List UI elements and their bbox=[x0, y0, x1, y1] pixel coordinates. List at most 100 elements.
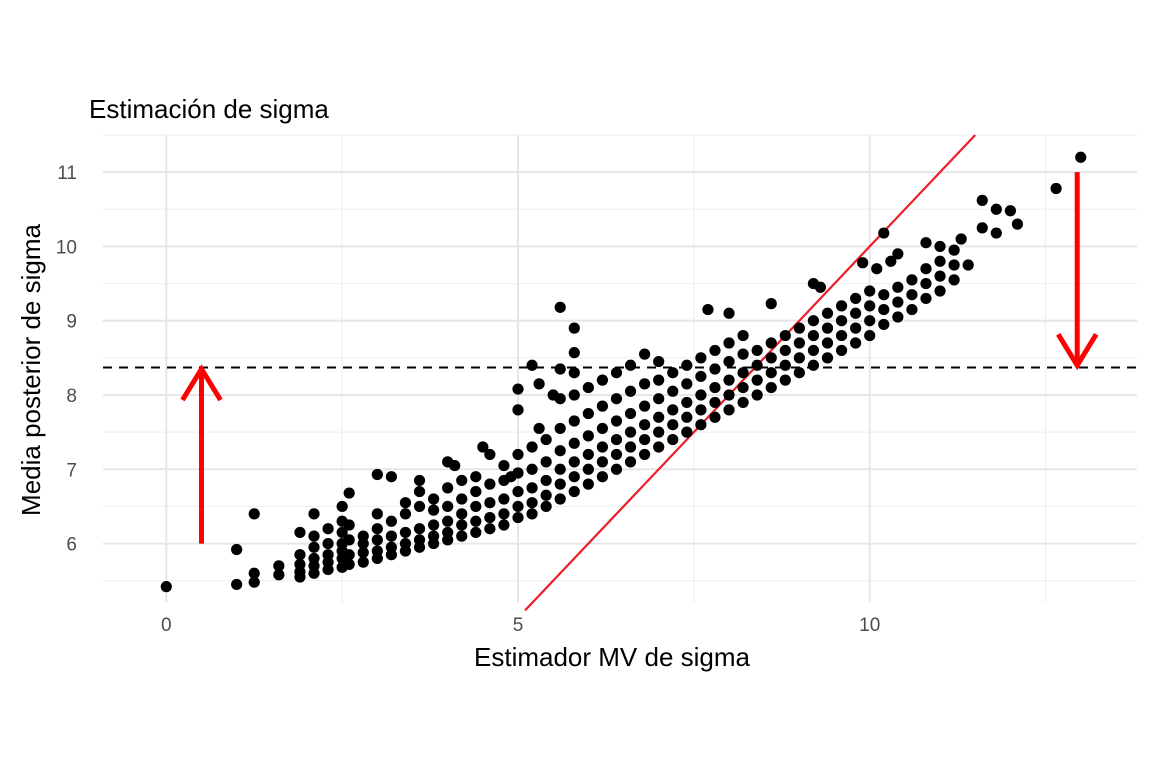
data-point bbox=[892, 311, 904, 323]
data-point bbox=[906, 303, 918, 316]
data-point bbox=[864, 300, 876, 312]
data-point bbox=[231, 543, 243, 556]
data-point bbox=[667, 385, 679, 397]
data-point bbox=[568, 322, 580, 334]
data-point bbox=[343, 549, 355, 561]
data-point bbox=[948, 274, 960, 286]
data-point bbox=[653, 426, 665, 438]
y-axis-ticks: 6 7 8 9 10 11 bbox=[56, 163, 77, 555]
data-point bbox=[427, 530, 440, 542]
data-point bbox=[835, 344, 848, 357]
minor-gridlines bbox=[103, 134, 1137, 603]
data-point bbox=[385, 530, 397, 542]
data-point bbox=[709, 396, 721, 409]
data-point bbox=[442, 500, 454, 513]
data-point bbox=[512, 448, 524, 461]
data-point bbox=[624, 441, 637, 453]
data-point bbox=[737, 367, 749, 379]
data-point bbox=[294, 558, 306, 570]
data-point bbox=[512, 467, 524, 479]
data-point bbox=[610, 415, 623, 427]
data-point bbox=[709, 363, 721, 375]
data-point bbox=[371, 534, 383, 546]
data-point bbox=[399, 526, 412, 539]
data-point bbox=[990, 227, 1002, 239]
data-point bbox=[751, 359, 763, 371]
data-point bbox=[427, 493, 440, 505]
data-point bbox=[709, 381, 721, 394]
data-point bbox=[624, 385, 637, 397]
data-point bbox=[371, 508, 383, 520]
data-point bbox=[892, 296, 904, 308]
data-point bbox=[498, 519, 510, 531]
data-point bbox=[554, 363, 566, 375]
y-tick-label: 9 bbox=[66, 312, 77, 333]
data-point bbox=[871, 263, 883, 275]
y-tick-label: 8 bbox=[66, 386, 77, 407]
data-point bbox=[639, 378, 651, 390]
data-point bbox=[751, 374, 763, 386]
data-point bbox=[639, 433, 651, 446]
data-point bbox=[723, 355, 735, 368]
data-point bbox=[160, 581, 172, 593]
data-point bbox=[526, 497, 538, 509]
data-point bbox=[610, 433, 623, 446]
y-axis-title: Media posterior de sigma bbox=[16, 224, 46, 516]
data-point bbox=[864, 329, 876, 342]
data-point bbox=[399, 508, 412, 520]
data-point bbox=[765, 381, 777, 394]
data-point bbox=[1004, 205, 1016, 217]
data-point bbox=[681, 378, 693, 390]
data-point bbox=[582, 407, 594, 420]
data-point bbox=[934, 285, 946, 297]
data-point bbox=[582, 381, 594, 394]
data-point bbox=[639, 419, 651, 431]
data-point bbox=[695, 370, 707, 383]
data-point bbox=[322, 523, 334, 535]
data-point bbox=[596, 456, 609, 468]
data-point bbox=[371, 468, 383, 481]
data-point bbox=[779, 329, 791, 342]
data-point bbox=[814, 281, 827, 293]
y-tick-label: 11 bbox=[57, 163, 77, 184]
data-point bbox=[857, 257, 869, 269]
data-point bbox=[793, 367, 805, 379]
data-point bbox=[807, 344, 820, 357]
data-point bbox=[765, 352, 777, 364]
identity-line-segment bbox=[524, 134, 977, 612]
data-point bbox=[273, 560, 285, 572]
data-point bbox=[920, 263, 932, 275]
data-point bbox=[976, 194, 988, 206]
arrow-up-head bbox=[180, 364, 223, 402]
data-point bbox=[709, 344, 721, 357]
data-point bbox=[442, 526, 454, 539]
data-point bbox=[723, 307, 735, 319]
data-point bbox=[540, 433, 552, 446]
data-point bbox=[512, 485, 524, 498]
data-point bbox=[470, 526, 482, 539]
data-point bbox=[610, 463, 623, 475]
data-point bbox=[681, 359, 693, 371]
data-point bbox=[512, 500, 524, 513]
data-point bbox=[456, 519, 468, 531]
data-point bbox=[357, 530, 369, 542]
data-point bbox=[526, 482, 538, 494]
data-point bbox=[934, 255, 946, 267]
data-point bbox=[990, 203, 1002, 215]
data-point bbox=[568, 485, 580, 498]
data-point bbox=[308, 508, 320, 520]
data-point bbox=[835, 315, 848, 327]
data-point bbox=[568, 471, 580, 483]
data-point bbox=[343, 519, 355, 531]
data-point bbox=[343, 534, 355, 546]
data-point bbox=[610, 393, 623, 405]
data-point bbox=[681, 426, 693, 438]
data-point bbox=[779, 359, 791, 371]
data-point bbox=[793, 352, 805, 364]
data-point bbox=[294, 526, 306, 539]
data-point bbox=[878, 303, 890, 316]
data-point bbox=[554, 393, 566, 405]
data-point bbox=[864, 315, 876, 327]
data-point bbox=[850, 292, 862, 305]
data-point bbox=[624, 456, 637, 468]
